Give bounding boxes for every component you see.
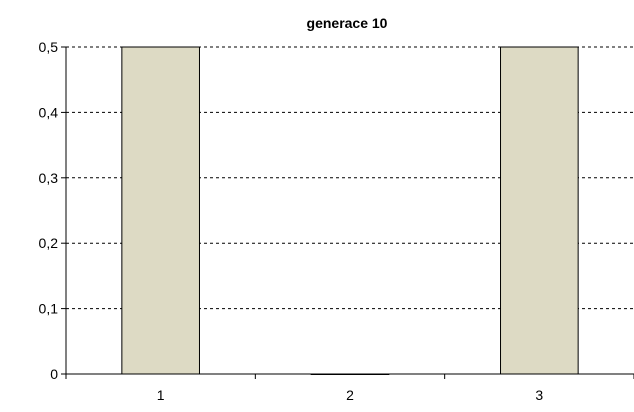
bar-1: [121, 46, 200, 375]
y-tick-label: 0,3: [39, 170, 59, 186]
y-tick-label: 0,2: [39, 235, 59, 251]
axes: [65, 47, 634, 375]
gridlines: [66, 46, 634, 310]
x-tick-label: 2: [346, 387, 354, 403]
chart-title: generace 10: [307, 15, 388, 31]
y-axis-ticks: 0 0,1 0,2 0,3 0,4 0,5: [39, 39, 66, 382]
x-tick-label: 3: [535, 387, 543, 403]
y-tick-label: 0,5: [39, 39, 59, 55]
x-tick-label: 1: [157, 387, 165, 403]
y-tick-label: 0,1: [39, 301, 59, 317]
bar-3: [500, 46, 579, 375]
y-tick-label: 0,4: [39, 104, 59, 120]
bars: [121, 46, 579, 375]
y-tick-label: 0: [50, 366, 58, 382]
x-axis-ticks: 1 2 3: [65, 374, 634, 403]
